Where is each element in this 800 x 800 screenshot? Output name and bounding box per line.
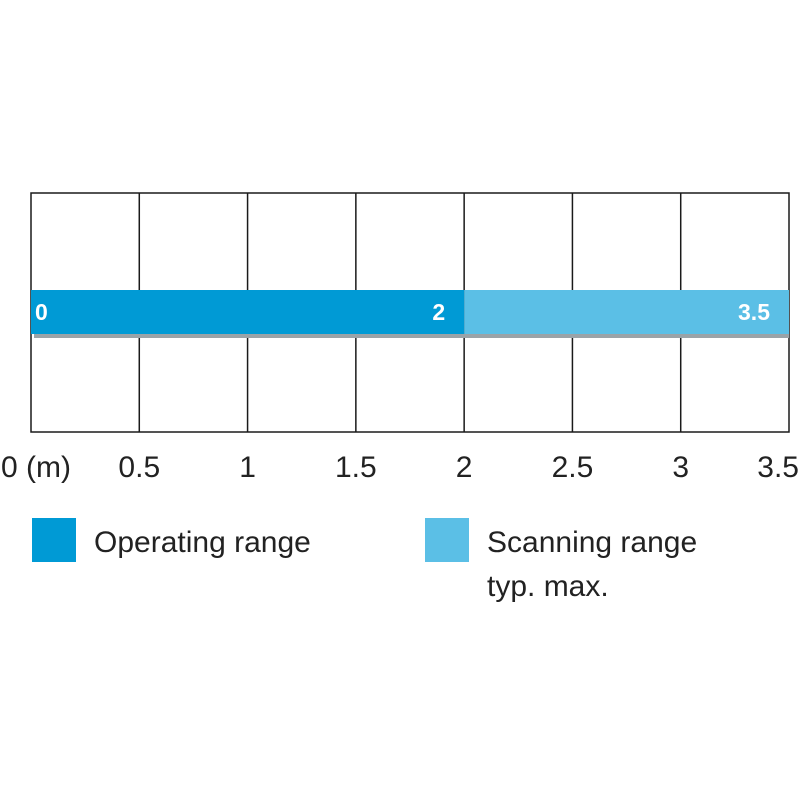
range-bar (464, 290, 789, 334)
legend-label: Operating range (94, 526, 311, 559)
bar-end-label: 3.5 (738, 299, 770, 325)
range-bars: 0 2 3.5 (31, 290, 789, 338)
x-tick-label: 0.5 (118, 451, 160, 484)
legend-label: typ. max. (487, 570, 609, 603)
x-tick-label: 3.5 (757, 451, 799, 484)
bar-end-label: 2 (432, 299, 445, 325)
x-tick-label: 1 (239, 451, 256, 484)
bar-start-label: 0 (35, 299, 48, 325)
x-tick-label: 2 (456, 451, 473, 484)
legend-label: Scanning range (487, 526, 697, 559)
legend-swatch (425, 518, 469, 562)
x-tick-label: 2.5 (552, 451, 594, 484)
x-tick-label: 3 (672, 451, 689, 484)
bar-shadow (34, 334, 789, 338)
legend: Operating range Scanning range typ. max. (32, 518, 697, 603)
legend-swatch (32, 518, 76, 562)
range-bar (31, 290, 465, 334)
x-tick-label: 0 (m) (1, 451, 71, 484)
x-axis-ticks: 0 (m) 0.5 1 1.5 2 2.5 3 3.5 (1, 451, 799, 484)
x-tick-label: 1.5 (335, 451, 377, 484)
